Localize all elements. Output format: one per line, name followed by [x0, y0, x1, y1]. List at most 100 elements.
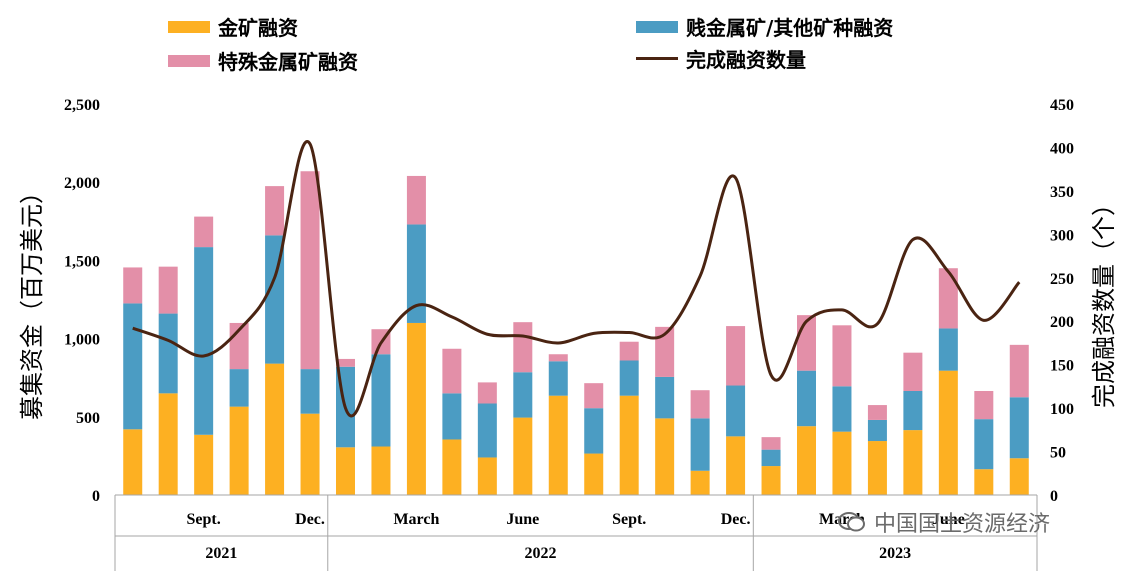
bar-base-21	[867, 419, 887, 442]
bar-special-5	[300, 171, 320, 370]
bar-base-3	[229, 369, 249, 407]
bar-gold-8	[406, 322, 426, 495]
bar-base-14	[619, 360, 639, 396]
bar-base-5	[300, 369, 320, 414]
y-tick-label: 2,500	[64, 97, 100, 114]
bar-special-10	[477, 382, 497, 404]
series-line-count	[132, 139, 1021, 418]
y2-tick-label: 350	[1050, 184, 1074, 201]
bar-base-1	[158, 313, 178, 394]
bar-base-24	[974, 419, 994, 470]
bar-gold-15	[655, 418, 675, 495]
x-tick-label: Sept.	[187, 511, 221, 528]
x-tick-label: March	[393, 511, 439, 528]
bar-gold-12	[548, 395, 568, 495]
y2-tick-label: 400	[1050, 140, 1074, 157]
bar-special-12	[548, 354, 568, 362]
bar-gold-23	[938, 370, 958, 495]
bar-gold-20	[832, 431, 852, 495]
y2-tick-label: 0	[1050, 488, 1058, 505]
bar-gold-19	[797, 426, 816, 495]
bar-special-16	[690, 390, 710, 419]
x-tick-label: Sept.	[612, 511, 646, 528]
watermark-text: 中国国土资源经济	[874, 512, 1051, 537]
bar-gold-10	[477, 457, 497, 495]
legend-special: 特殊金属矿融资	[168, 46, 358, 75]
y2-tick-label: 450	[1050, 97, 1074, 114]
year-label: 2021	[205, 545, 237, 562]
bar-special-1	[158, 266, 178, 314]
bar-base-4	[265, 235, 285, 364]
bar-base-16	[690, 418, 710, 471]
bar-gold-25	[1009, 458, 1029, 495]
y2-tick-label: 150	[1050, 358, 1074, 375]
bar-gold-4	[265, 363, 285, 495]
bar-gold-16	[690, 470, 710, 495]
bar-gold-14	[619, 395, 639, 495]
legend-base-label: 贱金属矿/其他矿种融资	[686, 16, 894, 40]
y2-tick-label: 300	[1050, 227, 1074, 244]
legend-special-label: 特殊金属矿融资	[218, 50, 358, 74]
legend-count-line	[636, 57, 678, 60]
bar-base-18	[761, 449, 781, 467]
legend-count-label: 完成融资数量	[686, 48, 806, 72]
bar-special-23	[938, 268, 958, 329]
legend-gold-label: 金矿融资	[218, 16, 298, 40]
bar-special-20	[832, 325, 852, 387]
bar-special-2	[194, 216, 214, 248]
y2-tick-label: 200	[1050, 314, 1074, 331]
x-tick-label: June	[932, 511, 965, 528]
legend-gold: 金矿融资	[168, 12, 298, 41]
bar-base-0	[123, 303, 143, 430]
bar-base-19	[797, 370, 816, 427]
bar-base-2	[194, 247, 214, 435]
bar-gold-9	[442, 439, 462, 495]
bar-gold-22	[903, 430, 923, 495]
bar-special-22	[903, 352, 923, 391]
bar-gold-13	[584, 453, 604, 495]
y-tick-label: 500	[76, 410, 100, 427]
bar-special-21	[867, 405, 887, 420]
wechat-icon	[838, 512, 865, 532]
bar-gold-2	[194, 434, 214, 495]
bar-special-19	[797, 315, 816, 371]
bar-special-6	[336, 358, 355, 367]
bar-gold-5	[300, 413, 320, 495]
y2-axis-title: 完成融资数量（个）	[1090, 192, 1118, 408]
bar-special-8	[406, 175, 426, 225]
x-tick-label: June	[506, 511, 539, 528]
y2-tick-label: 50	[1050, 445, 1066, 462]
y2-tick-label: 250	[1050, 271, 1074, 288]
watermark: 中国国土资源经济	[838, 506, 1050, 538]
bar-base-12	[548, 361, 568, 396]
bar-base-9	[442, 393, 462, 440]
bar-base-23	[938, 328, 958, 371]
legend-count: 完成融资数量	[636, 44, 806, 73]
bar-base-25	[1009, 397, 1029, 459]
bar-base-13	[584, 408, 604, 454]
bar-base-15	[655, 376, 675, 419]
bar-base-8	[406, 224, 426, 323]
bar-special-17	[726, 326, 746, 386]
legend-special-swatch	[168, 54, 210, 67]
bar-special-15	[655, 326, 675, 377]
bar-base-22	[903, 390, 923, 431]
bar-special-18	[761, 437, 781, 450]
bar-base-20	[832, 386, 852, 432]
bar-special-4	[265, 186, 285, 236]
y-tick-label: 1,500	[64, 253, 100, 270]
bar-special-0	[123, 267, 143, 304]
bar-gold-17	[726, 436, 746, 495]
bar-base-7	[371, 354, 391, 447]
legend-base: 贱金属矿/其他矿种融资	[636, 12, 893, 41]
bar-base-10	[477, 403, 497, 458]
bar-gold-18	[761, 466, 781, 495]
y-tick-label: 0	[92, 488, 100, 505]
legend-base-swatch	[636, 20, 678, 33]
bar-gold-6	[336, 447, 355, 495]
y-axis-title: 募集资金（百万美元）	[18, 180, 46, 420]
bar-base-17	[726, 385, 746, 437]
year-label: 2022	[525, 545, 557, 562]
y-tick-label: 2,000	[64, 175, 100, 192]
